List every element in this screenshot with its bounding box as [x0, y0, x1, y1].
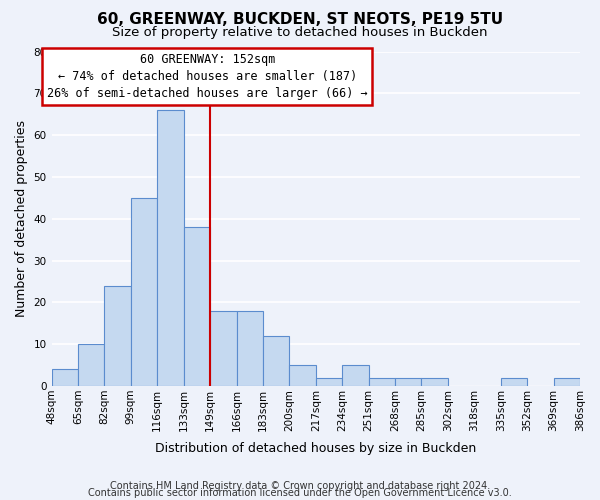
Bar — [342, 365, 368, 386]
Text: Contains HM Land Registry data © Crown copyright and database right 2024.: Contains HM Land Registry data © Crown c… — [110, 481, 490, 491]
Text: Size of property relative to detached houses in Buckden: Size of property relative to detached ho… — [112, 26, 488, 39]
Bar — [104, 286, 131, 386]
Bar — [210, 310, 236, 386]
Bar — [316, 378, 342, 386]
Text: 60, GREENWAY, BUCKDEN, ST NEOTS, PE19 5TU: 60, GREENWAY, BUCKDEN, ST NEOTS, PE19 5T… — [97, 12, 503, 28]
Bar — [184, 227, 210, 386]
Text: Contains public sector information licensed under the Open Government Licence v3: Contains public sector information licen… — [88, 488, 512, 498]
Bar — [289, 365, 316, 386]
Bar — [554, 378, 580, 386]
Y-axis label: Number of detached properties: Number of detached properties — [15, 120, 28, 317]
Bar — [52, 370, 78, 386]
Bar — [131, 198, 157, 386]
Text: 60 GREENWAY: 152sqm
← 74% of detached houses are smaller (187)
26% of semi-detac: 60 GREENWAY: 152sqm ← 74% of detached ho… — [47, 53, 368, 100]
Bar — [78, 344, 104, 386]
Bar — [263, 336, 289, 386]
Bar — [236, 310, 263, 386]
Bar — [395, 378, 421, 386]
Bar — [501, 378, 527, 386]
Bar — [157, 110, 184, 386]
X-axis label: Distribution of detached houses by size in Buckden: Distribution of detached houses by size … — [155, 442, 476, 455]
Bar — [368, 378, 395, 386]
Bar — [421, 378, 448, 386]
